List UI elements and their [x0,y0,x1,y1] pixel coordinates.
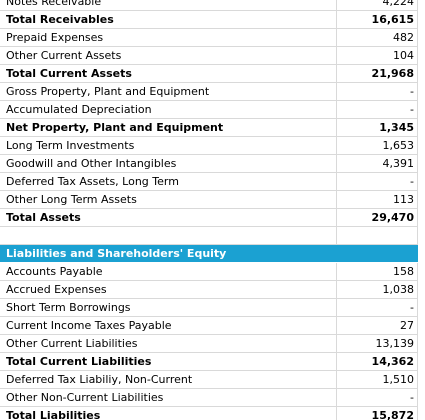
row-value: 104 [337,47,418,65]
row-value: 13,139 [337,335,418,353]
row-label: Other Non-Current Liabilities [0,389,337,407]
row-value: 27 [337,317,418,335]
row-label: Short Term Borrowings [0,299,337,317]
row-label: Long Term Investments [0,137,337,155]
row-label: Total Liabilities [0,407,337,420]
blank-cell [337,227,418,245]
row-label: Other Long Term Assets [0,191,337,209]
row-value: 16,615 [337,11,418,29]
row-value: - [337,83,418,101]
row-label: Deferred Tax Assets, Long Term [0,173,337,191]
row-label: Total Current Liabilities [0,353,337,371]
row-value: 21,968 [337,65,418,83]
blank-cell [0,227,337,245]
row-value: - [337,299,418,317]
row-value: 113 [337,191,418,209]
row-label: Net Property, Plant and Equipment [0,119,337,137]
row-label: Goodwill and Other Intangibles [0,155,337,173]
row-value: 4,391 [337,155,418,173]
row-value: 158 [337,263,418,281]
row-label: Prepaid Expenses [0,29,337,47]
row-label: Other Current Assets [0,47,337,65]
row-label: Other Current Liabilities [0,335,337,353]
row-value: 1,653 [337,137,418,155]
row-value: - [337,389,418,407]
row-label: Accounts Payable [0,263,337,281]
row-value: 15,872 [337,407,418,420]
row-value: 482 [337,29,418,47]
row-value: 4,224 [337,0,418,11]
section-header: Liabilities and Shareholders' Equity [0,245,418,262]
row-value: 29,470 [337,209,418,227]
row-label: Deferred Tax Liabiliy, Non-Current [0,371,337,389]
row-label: Gross Property, Plant and Equipment [0,83,337,101]
row-value: - [337,101,418,119]
row-value: 1,510 [337,371,418,389]
row-value: 1,345 [337,119,418,137]
row-label: Total Assets [0,209,337,227]
row-value: 1,038 [337,281,418,299]
row-label: Total Receivables [0,11,337,29]
row-value: 14,362 [337,353,418,371]
row-label: Total Current Assets [0,65,337,83]
row-value: - [337,173,418,191]
row-label: Accumulated Depreciation [0,101,337,119]
row-label: Notes Receivable [0,0,337,11]
row-label: Current Income Taxes Payable [0,317,337,335]
row-label: Accrued Expenses [0,281,337,299]
